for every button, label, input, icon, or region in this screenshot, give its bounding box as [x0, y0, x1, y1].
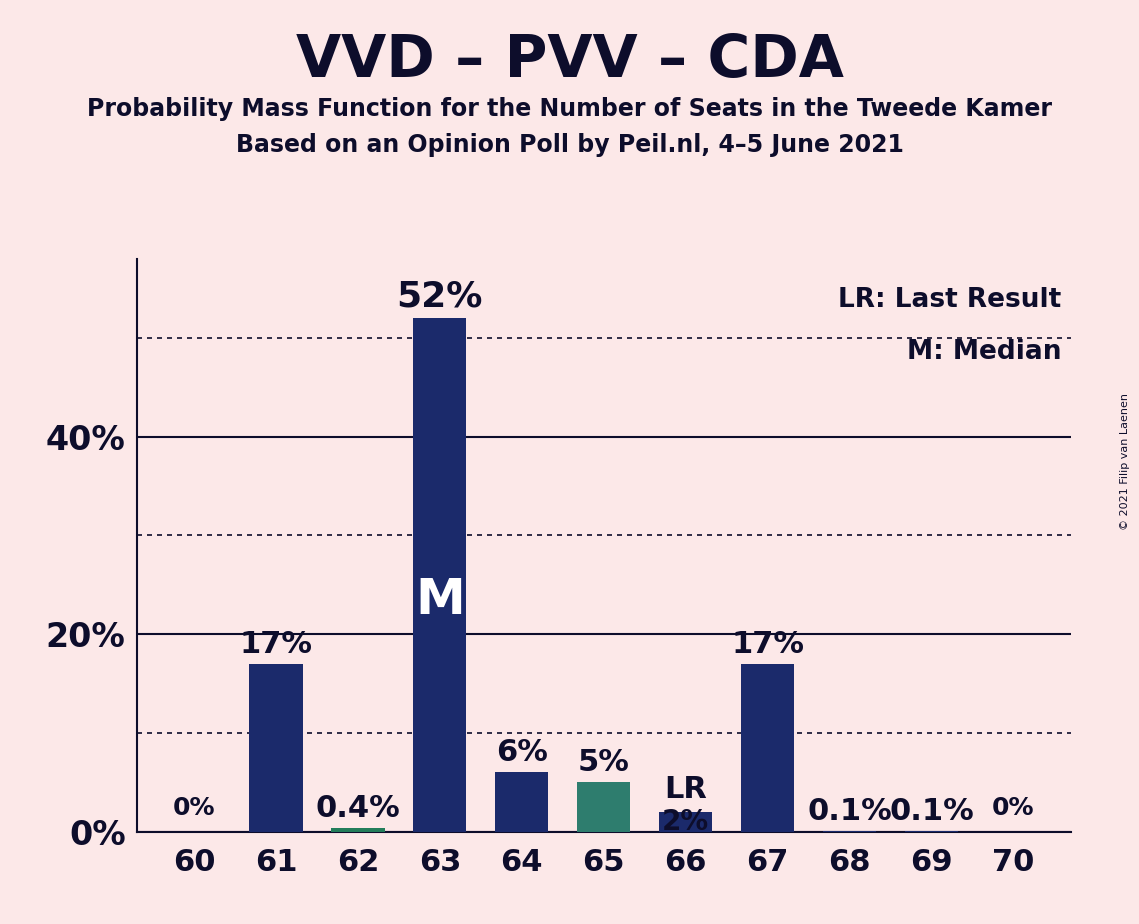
- Bar: [577, 783, 630, 832]
- Bar: [331, 828, 385, 832]
- Text: VVD – PVV – CDA: VVD – PVV – CDA: [295, 32, 844, 90]
- Text: LR: LR: [664, 775, 707, 804]
- Text: 6%: 6%: [495, 738, 548, 768]
- Text: M: M: [415, 577, 465, 625]
- Text: 5%: 5%: [577, 748, 630, 777]
- Text: 0.4%: 0.4%: [316, 794, 400, 822]
- Bar: [495, 772, 548, 832]
- Bar: [249, 663, 303, 832]
- Text: LR: Last Result: LR: Last Result: [838, 287, 1062, 313]
- Text: 52%: 52%: [396, 279, 483, 313]
- Bar: [659, 812, 712, 832]
- Bar: [904, 831, 958, 832]
- Text: 0.1%: 0.1%: [890, 796, 974, 826]
- Text: 2%: 2%: [662, 808, 710, 835]
- Bar: [822, 831, 876, 832]
- Text: 0.1%: 0.1%: [808, 796, 892, 826]
- Text: 0%: 0%: [173, 796, 215, 820]
- Text: 0%: 0%: [992, 796, 1034, 820]
- Text: M: Median: M: Median: [907, 339, 1062, 365]
- Bar: [413, 318, 467, 832]
- Text: Probability Mass Function for the Number of Seats in the Tweede Kamer: Probability Mass Function for the Number…: [87, 97, 1052, 121]
- Text: 17%: 17%: [731, 630, 804, 659]
- Text: © 2021 Filip van Laenen: © 2021 Filip van Laenen: [1120, 394, 1130, 530]
- Bar: [740, 663, 794, 832]
- Text: Based on an Opinion Poll by Peil.nl, 4–5 June 2021: Based on an Opinion Poll by Peil.nl, 4–5…: [236, 133, 903, 157]
- Text: 17%: 17%: [239, 630, 312, 659]
